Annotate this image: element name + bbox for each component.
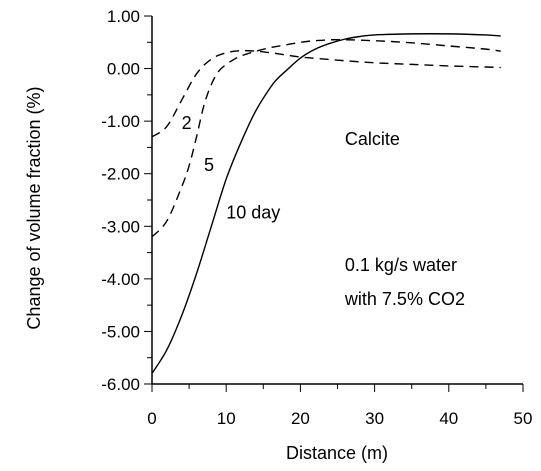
y-tick-label: -4.00 <box>101 270 140 289</box>
y-tick-label: -2.00 <box>101 165 140 184</box>
series-label: 2 <box>182 113 192 133</box>
x-tick-label: 30 <box>365 409 384 428</box>
labels: Distance (m) Change of volume fraction (… <box>24 86 465 463</box>
x-tick-label: 0 <box>147 409 156 428</box>
series-line-2 <box>151 49 501 138</box>
x-tick-label: 40 <box>439 409 458 428</box>
y-tick-label: -3.00 <box>101 217 140 236</box>
mineral-annotation: Calcite <box>345 129 400 149</box>
series-line-5 <box>151 38 501 238</box>
series-label: 5 <box>204 155 214 175</box>
y-tick-label: -6.00 <box>101 375 140 394</box>
y-tick-label: -1.00 <box>101 112 140 131</box>
y-tick-label: 0.00 <box>107 60 140 79</box>
series-label: 10 day <box>226 202 280 222</box>
x-axis-label: Distance (m) <box>286 443 388 463</box>
series-group: 2 5 10 day <box>151 33 501 374</box>
y-tick-label: 1.00 <box>107 7 140 26</box>
axes: 1.00 0.00 -1.00 -2.00 -3.00 -4.00 -5.00 -6.00 0 1… <box>101 7 532 428</box>
y-axis-label: Change of volume fraction (%) <box>24 86 44 329</box>
condition-annotation-line1: 0.1 kg/s water <box>345 255 457 275</box>
x-tick-label: 50 <box>514 409 533 428</box>
x-tick-label: 10 <box>217 409 236 428</box>
y-tick-label: -5.00 <box>101 322 140 341</box>
series-line-10-day <box>151 33 501 374</box>
condition-annotation-line2: with 7.5% CO2 <box>344 289 465 309</box>
x-tick-label: 20 <box>291 409 310 428</box>
